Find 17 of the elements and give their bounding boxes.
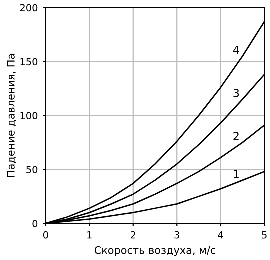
x-tick-label: 4 — [218, 232, 224, 239]
x-tick-label: 0 — [43, 231, 48, 239]
x-tick-label: 3 — [174, 231, 180, 239]
series-label: 1 — [234, 170, 239, 178]
series-label: 3 — [234, 88, 240, 98]
series-label: 2 — [234, 132, 239, 140]
y-tick-label: 150 — [20, 58, 38, 66]
x-tick-label: 1 — [88, 232, 92, 239]
series-label: 4 — [233, 46, 240, 54]
y-tick-label: 0 — [32, 220, 38, 228]
y-tick-label: 200 — [20, 4, 38, 12]
y-axis-title: Падение давления, Па — [7, 54, 16, 177]
y-tick-label: 50 — [26, 166, 38, 174]
x-tick-label: 2 — [131, 231, 136, 239]
x-axis-title: Скорость воздуха, м/с — [94, 246, 216, 256]
x-tick-label: 5 — [262, 232, 267, 239]
y-tick-label: 100 — [20, 112, 38, 120]
